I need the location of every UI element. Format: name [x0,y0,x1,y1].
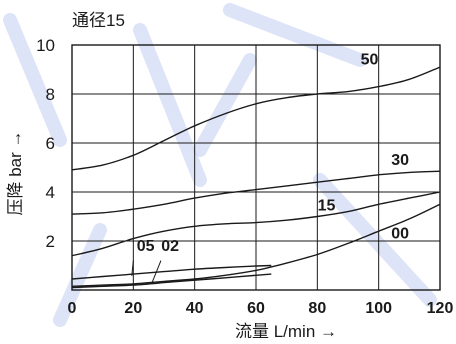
x-tick-label: 80 [308,300,326,317]
x-axis-label: 流量 L/min → [235,322,337,341]
series-label-30: 30 [391,152,409,169]
pointer-02 [151,260,162,284]
series-label-05: 05 [137,238,155,255]
y-tick-label: 4 [46,183,55,202]
series-lines [71,66,441,289]
series-label-50: 50 [361,52,379,69]
x-tick-label: 0 [68,300,77,317]
y-tick-label: 10 [36,36,55,55]
pointer-05 [131,260,134,276]
series-label-02: 02 [161,238,179,255]
watermark-graphic [3,3,437,327]
y-tick-label: 6 [46,134,55,153]
x-tick-label: 100 [365,300,392,317]
y-tick-label: 2 [46,232,55,251]
series-labels: 50 30 15 00 05 02 [137,52,409,255]
y-axis-label: 压降 bar → [6,130,25,215]
y-tick-label: 8 [46,85,55,104]
series-line-30 [71,170,441,215]
x-tick-label: 40 [186,300,204,317]
grid [71,44,441,291]
series-line-02 [71,273,272,289]
series-line-05 [71,264,272,280]
chart-title: 通径15 [72,11,125,30]
label-pointers [131,260,162,284]
series-line-15 [71,191,441,257]
x-tick-label: 60 [247,300,265,317]
series-line-00 [71,203,441,287]
x-tick-label: 20 [124,300,142,317]
series-label-15: 15 [318,197,336,214]
series-label-00: 00 [391,226,409,243]
series-line-50 [71,66,441,171]
x-tick-label: 120 [427,300,454,317]
